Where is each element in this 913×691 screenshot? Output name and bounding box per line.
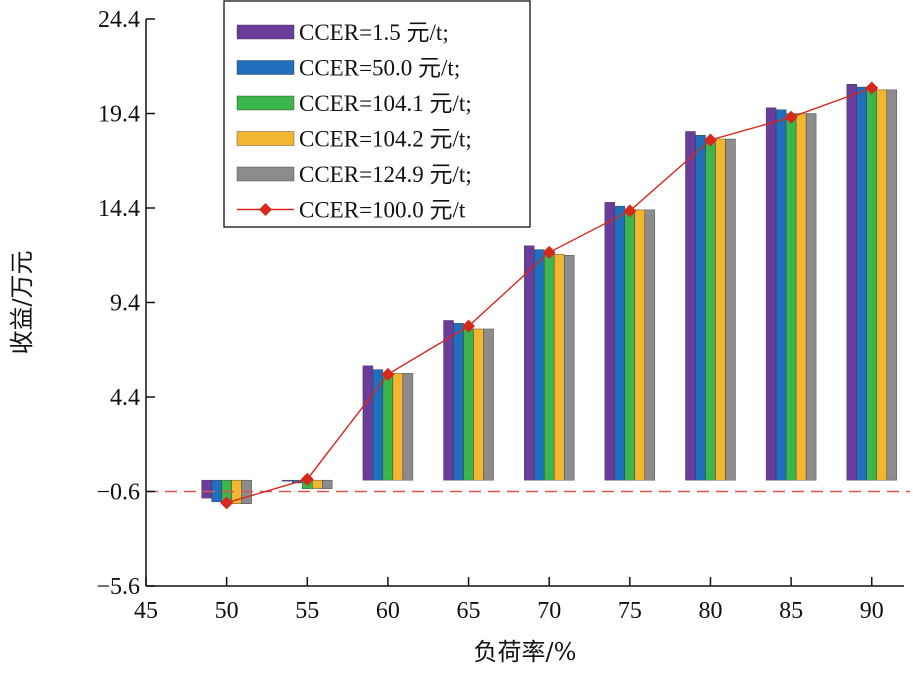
bar [634,209,646,481]
x-tick-label: 50 [215,598,239,624]
legend-swatch [236,95,295,111]
bar [453,323,464,481]
bar [715,138,726,481]
line-marker [703,133,717,147]
line-marker [542,245,556,259]
x-tick-label: 60 [376,598,400,624]
bar [473,328,484,481]
x-tick-label: 70 [537,598,561,624]
bar [624,209,636,481]
x-tick-label: 85 [779,598,803,624]
legend-label: CCER=104.2 元/t; [299,127,472,152]
bar [382,373,394,481]
x-tick-label: 90 [860,598,884,624]
y-ticks: 24.4 19.4 14.4 9.4 4.4 −0.6 −5.6 [96,7,155,600]
bar [866,89,877,481]
legend-label: CCER=100.0 元/t [299,198,466,223]
y-tick-label: 14.4 [98,196,140,222]
bar [795,113,807,481]
legend-marker [259,203,272,216]
y-axis-title: 收益/万元 [8,250,36,354]
bar [846,84,857,481]
bar [685,131,696,481]
line-series-markers [220,81,879,510]
bar [543,253,555,481]
legend-swatch [236,166,295,182]
bar [725,138,736,481]
bar [392,373,404,481]
line-series-layer [220,81,879,510]
bar [533,249,545,481]
bar [523,245,535,481]
bar [695,135,706,481]
bar [563,255,575,481]
legend-label: CCER=50.0 元/t; [299,56,460,81]
bar [553,254,565,481]
legend-swatch [236,60,295,75]
legend-swatch [236,24,295,40]
x-axis-title: 负荷率/% [474,638,577,666]
bar [483,328,494,481]
line-marker [784,110,798,124]
line-marker [220,496,234,510]
bar [614,205,626,481]
y-tick-label: 4.4 [110,385,140,411]
legend-swatch [236,131,295,146]
x-tick-label: 55 [295,598,319,624]
line-marker [865,81,879,95]
legend-label: CCER=124.9 元/t; [299,162,472,187]
y-tick-label: −5.6 [96,574,140,600]
line-marker [300,472,314,486]
bar [644,209,656,481]
y-tick-label: 24.4 [98,7,140,33]
y-tick-label: 9.4 [110,291,140,317]
bar [856,86,867,481]
y-tick-label: −0.6 [96,480,140,506]
bar [805,113,817,481]
bar [705,137,716,481]
bar [463,328,474,481]
bar [322,479,333,489]
line-marker [381,367,395,381]
bar [201,479,212,499]
line-marker [462,319,476,333]
x-tick-label: 45 [134,598,158,624]
x-tick-label: 80 [698,598,722,624]
bar [604,202,616,481]
line-marker [623,204,637,218]
bar [282,479,293,482]
x-tick-label: 75 [618,598,642,624]
bar [312,479,323,489]
legend: CCER=1.5 元/t; CCER=50.0 元/t; CCER=104.1 元/… [223,0,531,228]
bar [785,113,797,481]
axes: 24.4 19.4 14.4 9.4 4.4 −0.6 −5.6 45 50 55 60 65 70 7… [96,7,904,624]
legend-label: CCER=1.5 元/t; [299,20,449,45]
bar [362,365,374,481]
x-tick-label: 65 [457,598,481,624]
y-tick-label: 19.4 [98,102,140,128]
bar [402,373,414,481]
legend-label: CCER=104.1 元/t; [299,91,472,116]
bar [886,89,897,481]
bar [775,109,787,481]
bar [443,320,454,481]
bar [765,107,777,481]
bar [876,89,887,481]
x-ticks: 45 50 55 60 65 70 75 80 85 90 [134,577,884,624]
